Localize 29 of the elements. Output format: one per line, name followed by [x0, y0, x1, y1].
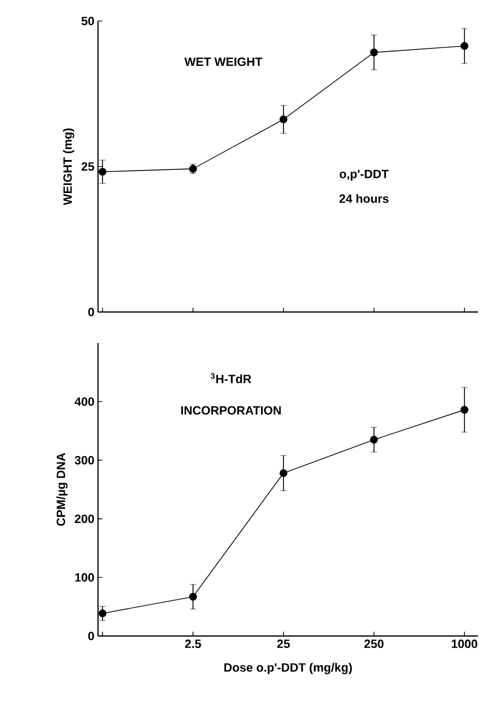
x-axis-title: Dose o.p'-DDT (mg/kg): [224, 662, 352, 674]
point: [370, 436, 378, 444]
y-tick-label: 300: [74, 456, 94, 464]
y-tick-label: 25: [82, 162, 94, 171]
x-tick-label: 250: [364, 640, 384, 648]
y-tick-label: 200: [74, 514, 94, 524]
y-tick-label: 0: [88, 308, 94, 316]
y-tick-label: 50: [81, 16, 94, 26]
point: [280, 469, 288, 477]
point: [370, 48, 378, 56]
annotation: INCORPORATION: [181, 406, 281, 415]
x-tick-label: 2.5: [185, 640, 202, 648]
annotation: o,p'-DDT: [340, 170, 389, 181]
y-axis-title: WEIGHT (mg): [63, 128, 74, 206]
x-tick-label: 25: [277, 640, 290, 648]
point: [189, 592, 197, 601]
y-tick-label: 0: [88, 632, 94, 640]
x-tick-label: 1000: [452, 640, 478, 648]
annotation: WET WEIGHT: [184, 58, 262, 66]
point: [98, 609, 106, 618]
y-axis-title: CPM/µg DNA: [56, 453, 68, 526]
y-tick-label: 400: [74, 397, 94, 406]
point: [280, 115, 288, 124]
point: [98, 168, 106, 176]
point: [460, 406, 468, 414]
point: [460, 42, 468, 50]
y-tick-label: 100: [75, 573, 94, 582]
annotation: $^{3}$H-TdR: [210, 373, 252, 384]
annotation: 24 hours: [339, 194, 389, 203]
